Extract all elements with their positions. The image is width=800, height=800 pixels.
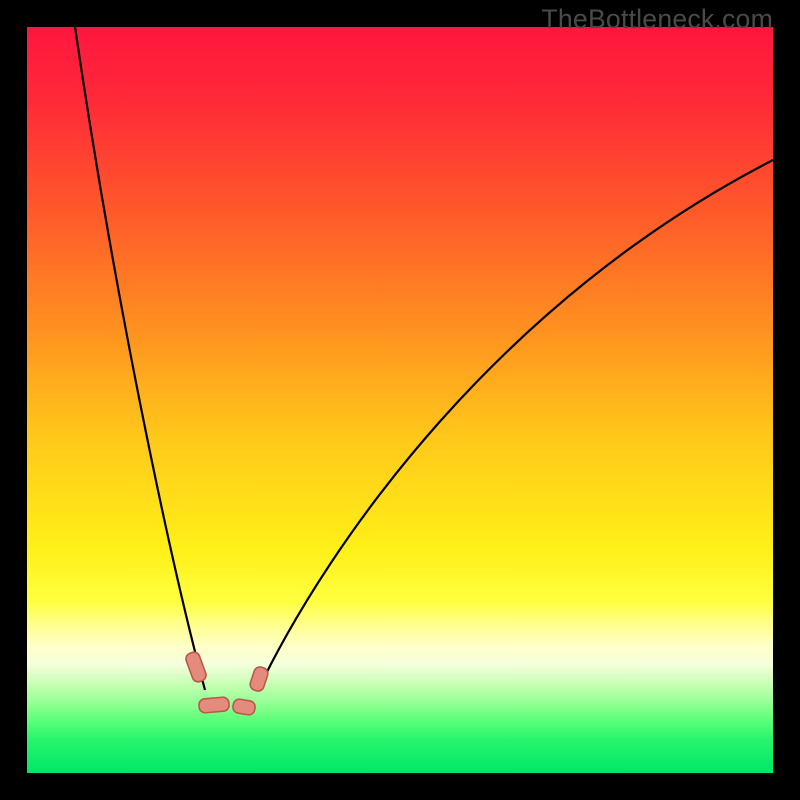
watermark-link[interactable]: TheBottleneck.com (541, 4, 773, 35)
data-marker (198, 697, 229, 714)
bottleneck-chart (0, 0, 800, 800)
